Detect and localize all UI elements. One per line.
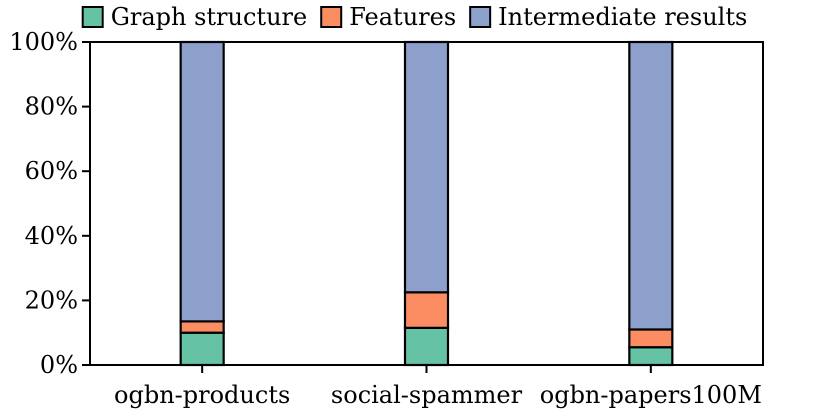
legend-label: Features (349, 3, 456, 31)
bar-social-spammer-graph-structure (403, 326, 450, 367)
legend-entry-intermediate-results: Intermediate results (469, 3, 747, 31)
bar-ogbn-papers100m-features (628, 328, 674, 349)
y-tick-label: 20% (25, 286, 78, 314)
legend-swatch (320, 6, 343, 28)
legend-entry-graph-structure: Graph structure (81, 3, 308, 31)
y-tick-label: 100% (9, 28, 78, 56)
legend-swatch (469, 6, 492, 28)
y-tick-label: 0% (40, 351, 78, 379)
bar-ogbn-papers100m-graph-structure (628, 346, 674, 367)
bar-social-spammer-intermediate-results (403, 40, 450, 294)
x-tick-label-ogbn-products: ogbn-products (114, 381, 290, 409)
legend: Graph structure Features Intermediate resu… (81, 3, 747, 31)
bar-ogbn-papers100m-intermediate-results (628, 40, 674, 331)
y-tick-label: 60% (25, 157, 78, 185)
legend-entry-features: Features (320, 3, 456, 31)
legend-label: Intermediate results (498, 3, 747, 31)
legend-swatch (81, 6, 104, 28)
bar-ogbn-products-features (179, 320, 225, 334)
axes: 0% 20% 40% 60% 80% 100% ogbn-products social-sp… (9, 28, 764, 409)
bars (179, 40, 674, 367)
bar-ogbn-products-intermediate-results (179, 40, 225, 323)
legend-label: Graph structure (111, 3, 308, 31)
bar-social-spammer-features (403, 291, 450, 329)
x-tick-label-ogbn-papers100m: ogbn-papers100M (540, 381, 762, 409)
y-tick-label: 40% (25, 222, 78, 250)
bar-ogbn-products-graph-structure (179, 331, 225, 367)
x-tick-label-social-spammer: social-spammer (331, 381, 523, 409)
y-tick-label: 80% (25, 93, 78, 121)
